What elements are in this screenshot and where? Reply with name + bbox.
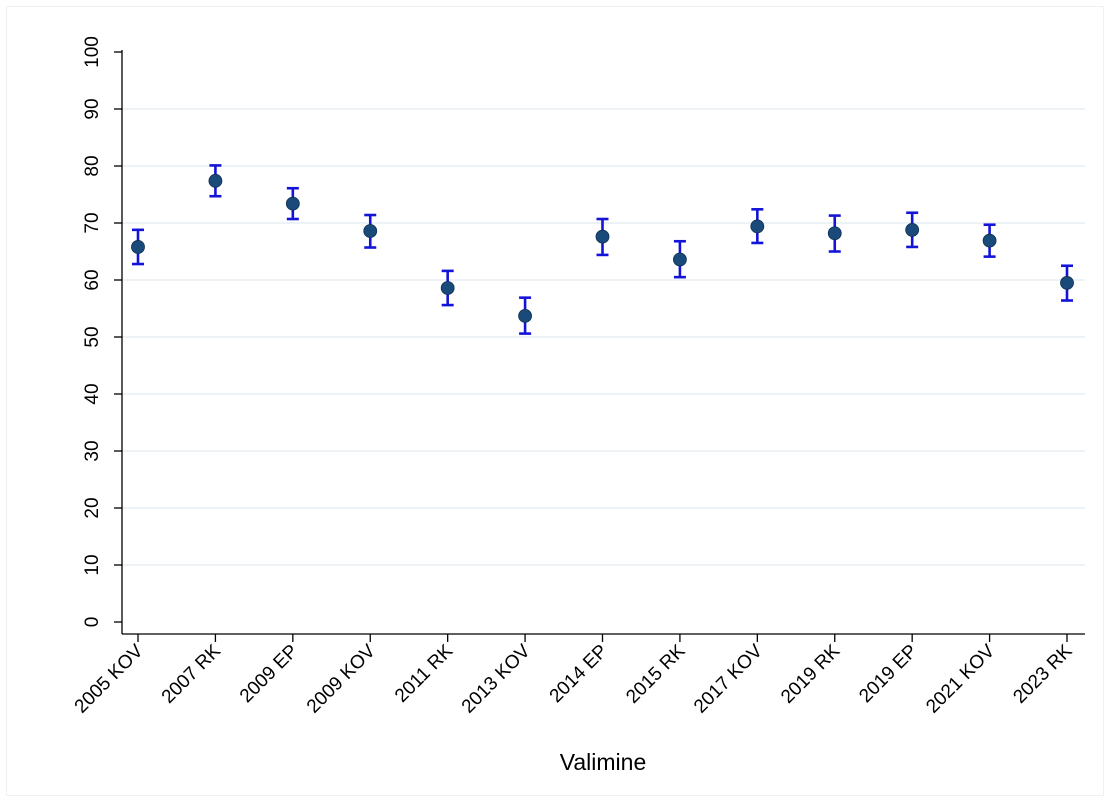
y-tick-label: 80 (82, 155, 103, 176)
y-tick-label: 60 (82, 269, 103, 290)
data-point (363, 224, 378, 238)
y-tick-label: 10 (82, 554, 103, 575)
error-bar-layer (132, 164, 1073, 335)
x-tick-label: 2019 EP (855, 641, 921, 707)
y-tick-label: 30 (82, 440, 103, 461)
x-tick-label: 2023 RK (1009, 640, 1076, 707)
axis-layer (114, 50, 1085, 642)
x-axis-title: Valimine (560, 749, 647, 775)
data-point (285, 196, 300, 211)
y-tick-label: 90 (82, 98, 103, 119)
grid-layer (122, 108, 1085, 566)
data-point (1060, 275, 1074, 290)
x-tick-label: 2005 KOV (71, 640, 148, 717)
x-tick-label: 2017 KOV (690, 640, 767, 717)
x-tick-label: 2007 RK (158, 640, 225, 707)
y-tick-label: 40 (82, 383, 103, 404)
data-point (208, 173, 223, 188)
chart-frame (6, 6, 1104, 796)
data-point (131, 240, 145, 254)
y-tick-label: 100 (82, 36, 103, 68)
x-tick-label: 2019 RK (777, 640, 844, 707)
y-tick-label: 50 (82, 326, 103, 347)
data-point (673, 252, 687, 267)
x-tick-label: 2013 KOV (458, 640, 535, 717)
x-tick-label: 2009 EP (236, 641, 302, 707)
data-point (827, 226, 842, 241)
x-tick-label: 2015 RK (622, 640, 689, 707)
data-point (905, 222, 920, 237)
data-point (750, 219, 765, 234)
data-point (982, 233, 997, 248)
x-tick-label: 2011 RK (391, 640, 457, 706)
x-tick-label: 2009 KOV (303, 640, 380, 717)
x-tick-label: 2021 KOV (922, 640, 999, 717)
data-point (595, 229, 610, 244)
y-tick-label: 20 (82, 497, 103, 518)
point-layer (131, 173, 1074, 323)
x-tick-label: 2014 EP (546, 641, 612, 707)
data-point (518, 309, 532, 323)
y-tick-label: 70 (82, 212, 103, 233)
data-point (440, 281, 455, 295)
y-tick-label: 0 (82, 617, 103, 628)
